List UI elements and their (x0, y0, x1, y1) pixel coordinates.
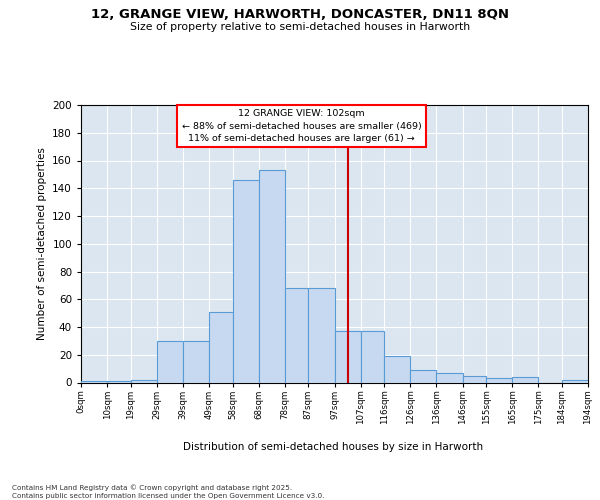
Bar (131, 380, 157, 382)
Bar (562, 380, 588, 382)
Text: 12, GRANGE VIEW, HARWORTH, DONCASTER, DN11 8QN: 12, GRANGE VIEW, HARWORTH, DONCASTER, DN… (91, 8, 509, 20)
Bar (81, 381, 107, 382)
Bar (361, 331, 384, 382)
Text: Contains HM Land Registry data © Crown copyright and database right 2025.
Contai: Contains HM Land Registry data © Crown c… (12, 484, 325, 499)
Bar (259, 170, 285, 382)
Bar (233, 180, 259, 382)
Bar (512, 377, 538, 382)
Bar (157, 341, 183, 382)
Bar (107, 381, 131, 382)
Bar (335, 331, 361, 382)
Y-axis label: Number of semi-detached properties: Number of semi-detached properties (37, 148, 47, 340)
Bar (183, 341, 209, 382)
Bar (308, 288, 335, 382)
Text: Distribution of semi-detached houses by size in Harworth: Distribution of semi-detached houses by … (183, 442, 483, 452)
Bar (384, 356, 410, 382)
Bar (410, 370, 436, 382)
Bar (285, 288, 308, 382)
Bar (436, 373, 463, 382)
Bar (209, 312, 233, 382)
Text: Size of property relative to semi-detached houses in Harworth: Size of property relative to semi-detach… (130, 22, 470, 32)
Text: 12 GRANGE VIEW: 102sqm
← 88% of semi-detached houses are smaller (469)
11% of se: 12 GRANGE VIEW: 102sqm ← 88% of semi-det… (182, 109, 421, 143)
Bar (463, 376, 486, 382)
Bar (486, 378, 512, 382)
